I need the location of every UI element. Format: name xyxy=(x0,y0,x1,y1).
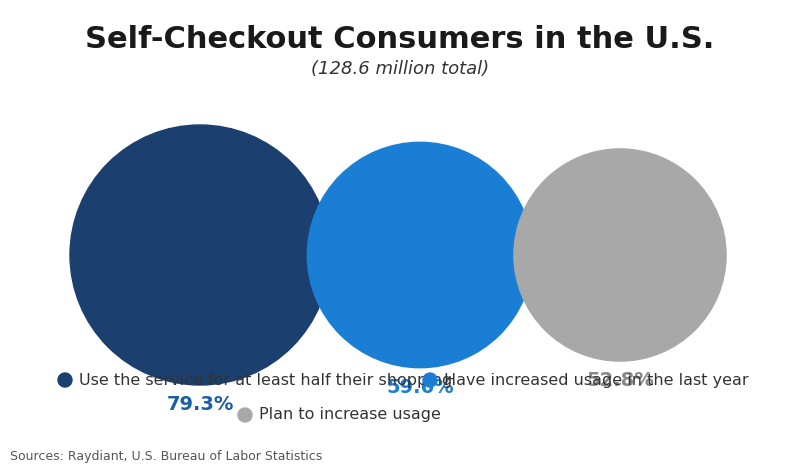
Circle shape xyxy=(423,373,437,387)
Circle shape xyxy=(58,373,72,387)
Text: Sources: Raydiant, U.S. Bureau of Labor Statistics: Sources: Raydiant, U.S. Bureau of Labor … xyxy=(10,450,322,463)
Circle shape xyxy=(70,125,330,385)
Text: 79.3%: 79.3% xyxy=(166,395,234,414)
Text: (128.6 million total): (128.6 million total) xyxy=(311,60,489,78)
Circle shape xyxy=(307,142,533,368)
Text: Self-Checkout Consumers in the U.S.: Self-Checkout Consumers in the U.S. xyxy=(86,25,714,54)
Text: Plan to increase usage: Plan to increase usage xyxy=(259,408,441,422)
Text: 59.6%: 59.6% xyxy=(386,378,454,397)
Circle shape xyxy=(238,408,252,422)
Text: 52.8%: 52.8% xyxy=(586,371,654,390)
Text: Use the service for at least half their shopping: Use the service for at least half their … xyxy=(79,372,452,388)
Text: Have increased usage in the last year: Have increased usage in the last year xyxy=(444,372,749,388)
Circle shape xyxy=(514,149,726,361)
